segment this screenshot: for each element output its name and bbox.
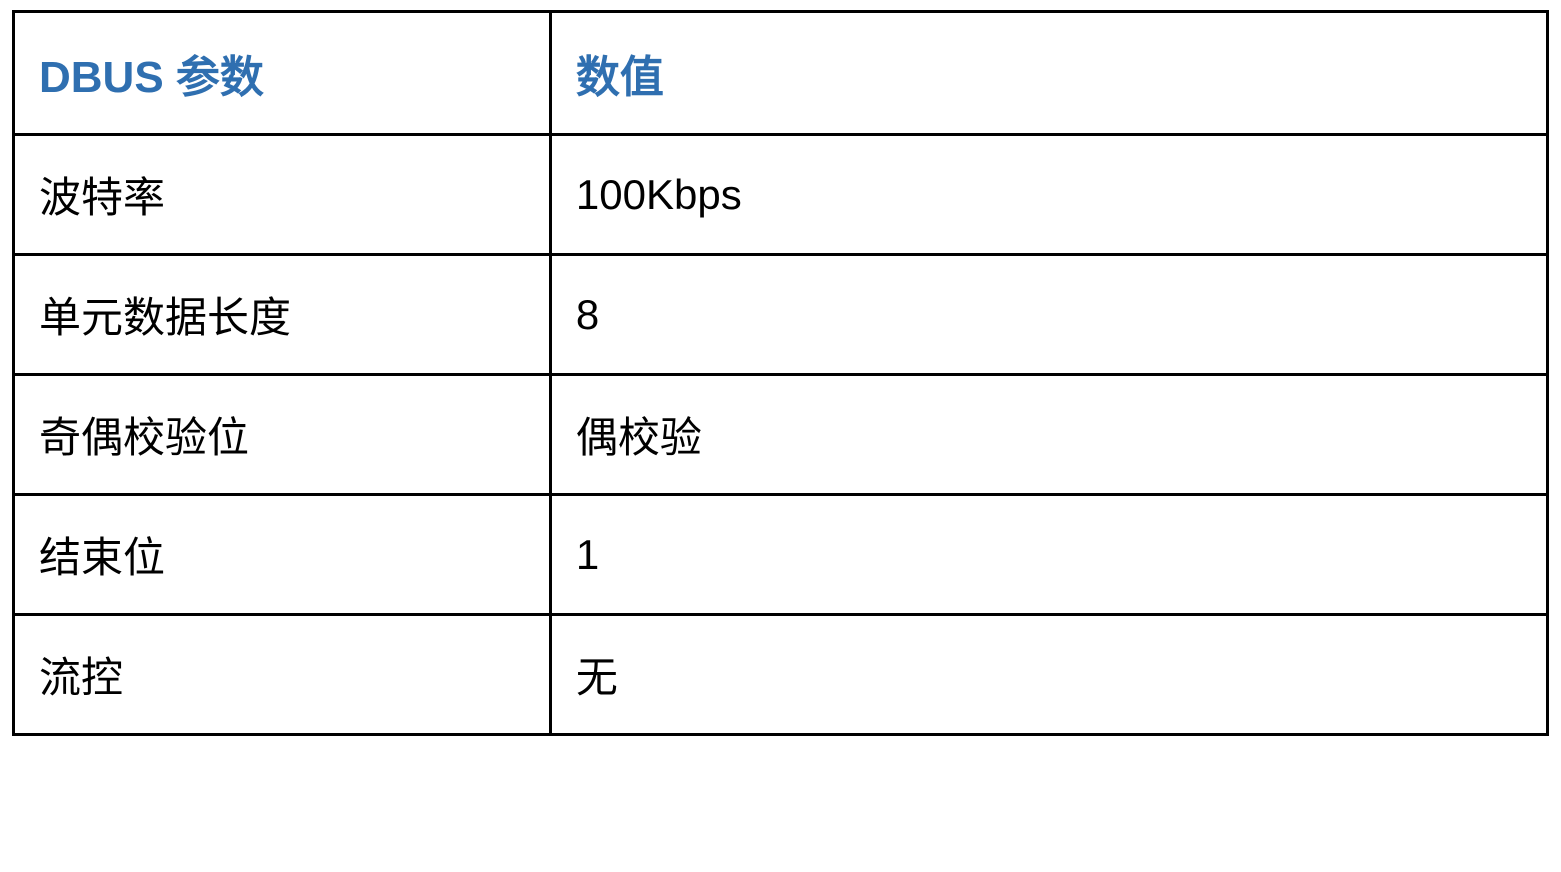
cell-param: 单元数据长度 <box>14 255 551 375</box>
table-header-row: DBUS 参数 数值 <box>14 12 1548 135</box>
dbus-params-table: DBUS 参数 数值 波特率 100Kbps 单元数据长度 8 奇偶校验位 偶校… <box>12 10 1549 736</box>
cell-param: 奇偶校验位 <box>14 375 551 495</box>
cell-param: 结束位 <box>14 495 551 615</box>
cell-value: 1 <box>550 495 1547 615</box>
table-row: 波特率 100Kbps <box>14 135 1548 255</box>
table-row: 结束位 1 <box>14 495 1548 615</box>
table-row: 流控 无 <box>14 615 1548 735</box>
cell-param: 流控 <box>14 615 551 735</box>
header-param: DBUS 参数 <box>14 12 551 135</box>
cell-value: 偶校验 <box>550 375 1547 495</box>
table-row: 奇偶校验位 偶校验 <box>14 375 1548 495</box>
cell-value: 无 <box>550 615 1547 735</box>
cell-value: 8 <box>550 255 1547 375</box>
cell-value: 100Kbps <box>550 135 1547 255</box>
table-row: 单元数据长度 8 <box>14 255 1548 375</box>
header-value: 数值 <box>550 12 1547 135</box>
cell-param: 波特率 <box>14 135 551 255</box>
